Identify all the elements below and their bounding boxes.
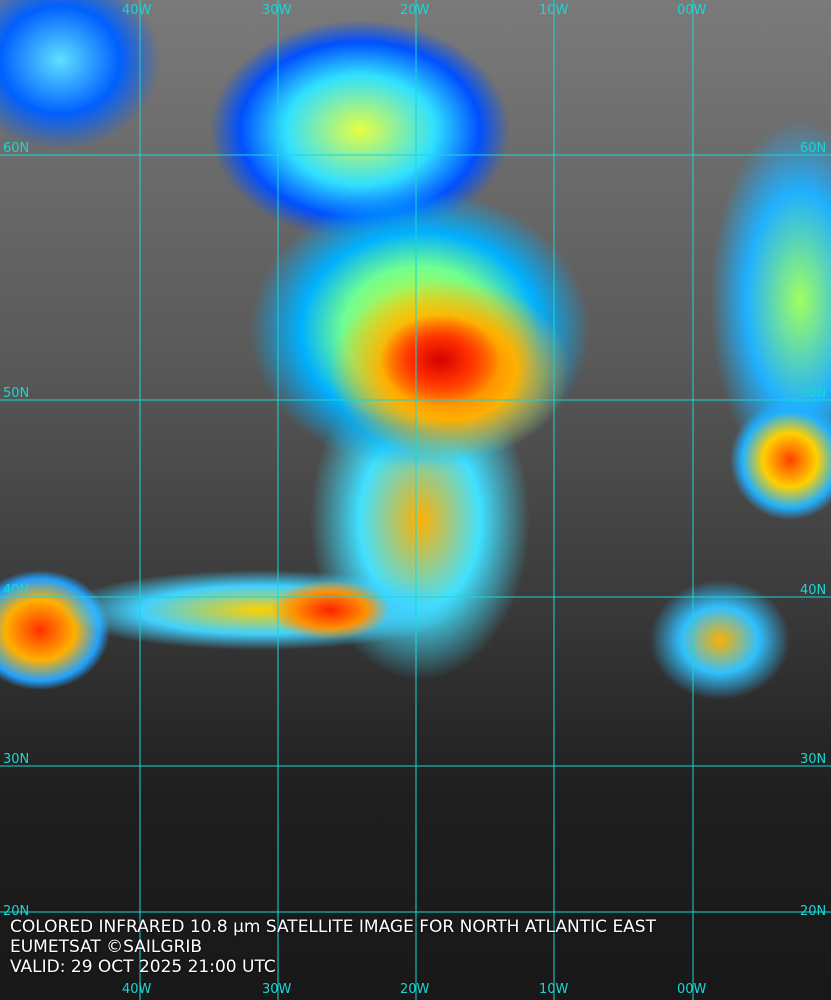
lat-label-right: 40N <box>800 583 827 598</box>
lat-label-left: 20N <box>3 904 30 919</box>
lon-label-top: 10W <box>539 3 569 18</box>
lon-label-bottom: 20W <box>400 982 430 997</box>
lat-label-right: 60N <box>800 141 827 156</box>
lat-label-left: 50N <box>3 386 30 401</box>
lon-label-top: 20W <box>400 3 430 18</box>
lat-label-right: 30N <box>800 752 827 767</box>
lon-label-bottom: 40W <box>122 982 152 997</box>
caption-credit: EUMETSAT ©SAILGRIB <box>10 937 203 957</box>
lon-label-bottom: 10W <box>539 982 569 997</box>
lon-label-top: 00W <box>677 3 707 18</box>
caption-valid-time: VALID: 29 OCT 2025 21:00 UTC <box>10 957 276 977</box>
lon-label-top: 40W <box>122 3 152 18</box>
lon-label-top: 30W <box>262 3 292 18</box>
lat-label-left: 40N <box>3 583 30 598</box>
lat-label-left: 30N <box>3 752 30 767</box>
lon-label-bottom: 00W <box>677 982 707 997</box>
lat-label-right: 20N <box>800 904 827 919</box>
image-caption: COLORED INFRARED 10.8 µm SATELLITE IMAGE… <box>10 917 656 977</box>
lon-label-bottom: 30W <box>262 982 292 997</box>
lat-label-right: 50N <box>800 386 827 401</box>
lat-label-left: 60N <box>3 141 30 156</box>
caption-title: COLORED INFRARED 10.8 µm SATELLITE IMAGE… <box>10 917 656 937</box>
